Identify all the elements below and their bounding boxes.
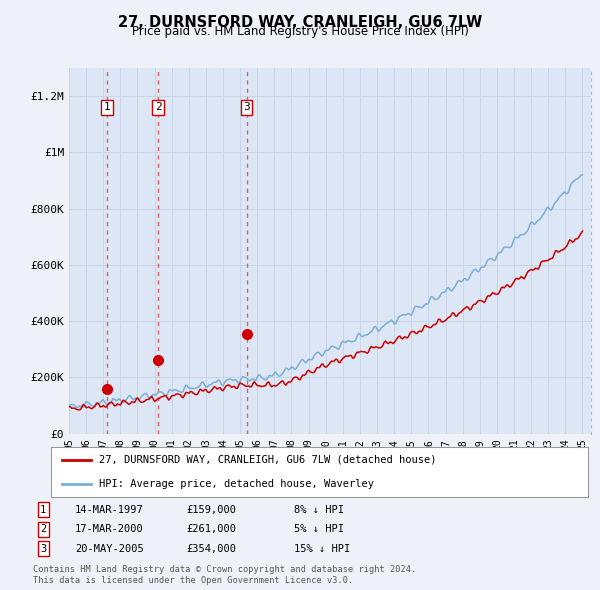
Text: 1: 1 [40, 505, 46, 514]
Text: 15% ↓ HPI: 15% ↓ HPI [294, 544, 350, 553]
Text: 27, DURNSFORD WAY, CRANLEIGH, GU6 7LW (detached house): 27, DURNSFORD WAY, CRANLEIGH, GU6 7LW (d… [100, 455, 437, 465]
Text: £354,000: £354,000 [186, 544, 236, 553]
Text: HPI: Average price, detached house, Waverley: HPI: Average price, detached house, Wave… [100, 478, 374, 489]
Text: £261,000: £261,000 [186, 525, 236, 534]
Text: 8% ↓ HPI: 8% ↓ HPI [294, 505, 344, 514]
Text: 14-MAR-1997: 14-MAR-1997 [75, 505, 144, 514]
Text: 3: 3 [243, 102, 250, 112]
Text: 1: 1 [103, 102, 110, 112]
Text: 20-MAY-2005: 20-MAY-2005 [75, 544, 144, 553]
Text: 17-MAR-2000: 17-MAR-2000 [75, 525, 144, 534]
Text: £159,000: £159,000 [186, 505, 236, 514]
Text: This data is licensed under the Open Government Licence v3.0.: This data is licensed under the Open Gov… [33, 576, 353, 585]
Text: 5% ↓ HPI: 5% ↓ HPI [294, 525, 344, 534]
Text: 2: 2 [40, 525, 46, 534]
Text: 2: 2 [155, 102, 161, 112]
Text: Price paid vs. HM Land Registry's House Price Index (HPI): Price paid vs. HM Land Registry's House … [131, 25, 469, 38]
Text: 27, DURNSFORD WAY, CRANLEIGH, GU6 7LW: 27, DURNSFORD WAY, CRANLEIGH, GU6 7LW [118, 15, 482, 30]
Text: Contains HM Land Registry data © Crown copyright and database right 2024.: Contains HM Land Registry data © Crown c… [33, 565, 416, 574]
Text: 3: 3 [40, 544, 46, 553]
